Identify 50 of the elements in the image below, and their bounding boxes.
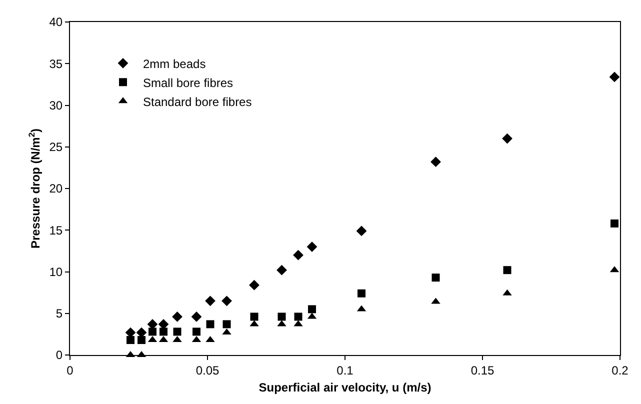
point: [147, 319, 158, 330]
point: [358, 289, 366, 298]
x-tick-label: 0.2: [612, 363, 629, 378]
point: [222, 296, 232, 306]
y-tick-label: 0: [56, 348, 63, 362]
point: [306, 242, 318, 252]
point: [293, 250, 304, 260]
point: [222, 320, 231, 328]
point: [192, 328, 200, 336]
point: [294, 312, 302, 321]
point: [610, 219, 618, 228]
y-tick-label: 30: [49, 98, 63, 112]
x-tick-label: 0.15: [470, 363, 494, 378]
y-tick-label: 20: [49, 182, 63, 196]
point: [276, 264, 287, 276]
legend-label: Small bore fibres: [143, 76, 234, 90]
x-tick-label: 0: [66, 363, 74, 378]
legend-label: 2mm beads: [143, 56, 206, 71]
point: [308, 305, 316, 314]
point: [126, 336, 134, 344]
point: [148, 328, 156, 336]
point: [432, 274, 440, 282]
point: [160, 328, 168, 336]
point: [609, 72, 620, 82]
point: [172, 312, 182, 322]
point: [356, 226, 367, 236]
point: [136, 327, 147, 338]
y-tick-label: 35: [49, 56, 63, 71]
point: [430, 156, 441, 168]
point: [125, 327, 136, 338]
point: [503, 266, 512, 274]
point: [191, 312, 202, 322]
point: [173, 328, 182, 336]
point: [278, 312, 286, 321]
y-tick-label: 40: [49, 15, 63, 30]
point: [158, 319, 169, 330]
x-tick-label: 0.1: [336, 363, 354, 378]
point: [205, 296, 216, 306]
y-tick-label: 25: [49, 140, 63, 154]
point: [250, 312, 258, 321]
y-tick-label: 15: [49, 223, 63, 238]
point: [249, 280, 260, 290]
point: [502, 133, 512, 144]
y-tick-label: 5: [56, 306, 63, 321]
x-tick-label: 0.05: [196, 363, 220, 378]
point: [138, 336, 146, 344]
point: [206, 320, 214, 328]
legend-label: Standard bore fibres: [143, 94, 252, 109]
x-axis-title: Superficial air velocity, u (m/s): [258, 380, 432, 394]
y-tick-label: 10: [49, 264, 63, 279]
